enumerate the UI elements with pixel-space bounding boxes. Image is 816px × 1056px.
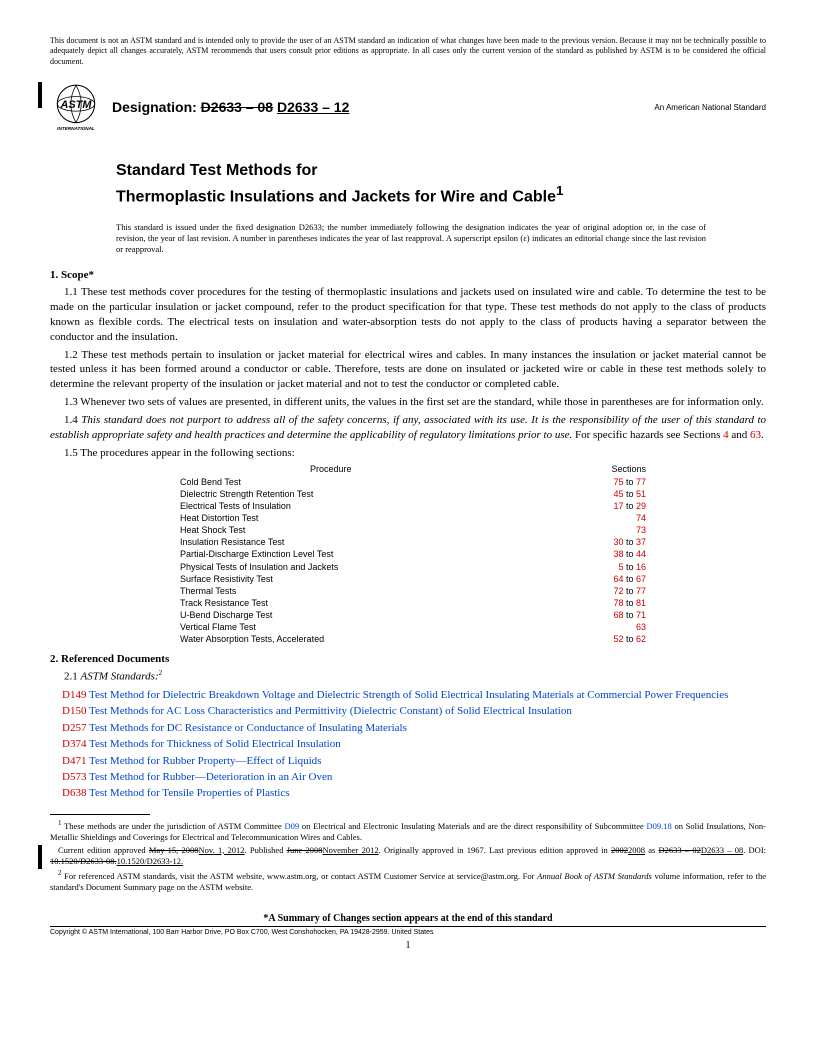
procedure-name: Dielectric Strength Retention Test xyxy=(180,488,313,500)
designation-text: Designation: D2633 – 08 D2633 – 12 xyxy=(112,99,654,115)
svg-text:INTERNATIONAL: INTERNATIONAL xyxy=(57,126,95,131)
astm-logo-icon: ASTM INTERNATIONAL xyxy=(50,81,102,133)
reference-line: D374 Test Methods for Thickness of Solid… xyxy=(90,737,766,752)
para-1-3: 1.3 Whenever two sets of values are pres… xyxy=(50,395,766,410)
procedures-table: Procedure Sections Cold Bend Test 75 to 7… xyxy=(180,464,646,646)
procedure-name: Track Resistance Test xyxy=(180,597,268,609)
procedure-sections: 30 to 37 xyxy=(613,536,646,548)
procedure-sections: 73 xyxy=(636,524,646,536)
procedure-sections: 74 xyxy=(636,512,646,524)
procedure-row: Physical Tests of Insulation and Jackets… xyxy=(180,561,646,573)
procedure-name: Cold Bend Test xyxy=(180,476,241,488)
procedure-row: Water Absorption Tests, Accelerated 52 to… xyxy=(180,633,646,645)
reference-line: D471 Test Method for Rubber Property—Eff… xyxy=(90,754,766,769)
scope-heading: 1. Scope* xyxy=(50,269,766,281)
final-rule xyxy=(50,926,766,927)
procedure-name: U-Bend Discharge Test xyxy=(180,609,272,621)
procedure-name: Vertical Flame Test xyxy=(180,621,256,633)
procedure-sections: 17 to 29 xyxy=(613,500,646,512)
change-bar-icon xyxy=(38,82,42,108)
procedure-row: Surface Resistivity Test 64 to 67 xyxy=(180,573,646,585)
para-1-2: 1.2 These test methods pertain to insula… xyxy=(50,348,766,393)
procedure-name: Physical Tests of Insulation and Jackets xyxy=(180,561,338,573)
copyright-text: Copyright © ASTM International, 100 Barr… xyxy=(50,929,766,936)
procedure-row: Heat Shock Test 73 xyxy=(180,524,646,536)
page-number: 1 xyxy=(50,940,766,951)
procedure-sections: 38 to 44 xyxy=(613,548,646,560)
procedure-name: Heat Shock Test xyxy=(180,524,245,536)
header-row: ASTM INTERNATIONAL Designation: D2633 – … xyxy=(50,81,766,133)
procedure-name: Water Absorption Tests, Accelerated xyxy=(180,633,324,645)
para-1-5: 1.5 The procedures appear in the followi… xyxy=(50,446,766,461)
summary-changes-note: *A Summary of Changes section appears at… xyxy=(50,913,766,924)
procedure-sections: 5 to 16 xyxy=(618,561,646,573)
title-block: Standard Test Methods for Thermoplastic … xyxy=(116,161,766,208)
procedure-sections: 68 to 71 xyxy=(613,609,646,621)
procedure-sections: 75 to 77 xyxy=(613,476,646,488)
procedure-row: Electrical Tests of Insulation 17 to 29 xyxy=(180,500,646,512)
procedure-name: Insulation Resistance Test xyxy=(180,536,284,548)
procedure-row: Heat Distortion Test 74 xyxy=(180,512,646,524)
subtitle-text: An American National Standard xyxy=(654,103,766,112)
reference-line: D638 Test Method for Tensile Properties … xyxy=(90,786,766,801)
procedure-row: Dielectric Strength Retention Test 45 to … xyxy=(180,488,646,500)
proc-header-procedure: Procedure xyxy=(310,464,352,474)
procedure-sections: 72 to 77 xyxy=(613,585,646,597)
footnote-1: 1 These methods are under the jurisdicti… xyxy=(50,819,766,843)
procedure-sections: 45 to 51 xyxy=(613,488,646,500)
procedure-row: Thermal Tests 72 to 77 xyxy=(180,585,646,597)
svg-text:ASTM: ASTM xyxy=(60,99,93,111)
procedure-row: Insulation Resistance Test 30 to 37 xyxy=(180,536,646,548)
procedure-row: Cold Bend Test 75 to 77 xyxy=(180,476,646,488)
para-1-1: 1.1 These test methods cover procedures … xyxy=(50,285,766,344)
proc-header-sections: Sections xyxy=(611,464,646,474)
procedure-name: Electrical Tests of Insulation xyxy=(180,500,291,512)
footnote-2: 2 For referenced ASTM standards, visit t… xyxy=(50,869,766,893)
reference-line: D257 Test Methods for DC Resistance or C… xyxy=(90,721,766,736)
title-line1: Standard Test Methods for xyxy=(116,161,766,182)
para-1-4: 1.4 This standard does not purport to ad… xyxy=(50,413,766,443)
footnote-1b: Current edition approved May 15, 2008Nov… xyxy=(50,845,766,867)
procedure-name: Thermal Tests xyxy=(180,585,236,597)
change-bar-2-icon xyxy=(38,845,42,869)
procedure-sections: 52 to 62 xyxy=(613,633,646,645)
procedure-name: Heat Distortion Test xyxy=(180,512,258,524)
issuance-note: This standard is issued under the fixed … xyxy=(116,222,766,255)
procedure-sections: 63 xyxy=(636,621,646,633)
procedure-row: Vertical Flame Test 63 xyxy=(180,621,646,633)
disclaimer-text: This document is not an ASTM standard an… xyxy=(50,36,766,67)
title-line2: Thermoplastic Insulations and Jackets fo… xyxy=(116,182,766,208)
reference-line: D573 Test Method for Rubber—Deterioratio… xyxy=(90,770,766,785)
procedure-name: Surface Resistivity Test xyxy=(180,573,273,585)
procedure-sections: 78 to 81 xyxy=(613,597,646,609)
procedure-row: Track Resistance Test 78 to 81 xyxy=(180,597,646,609)
procedure-name: Partial-Discharge Extinction Level Test xyxy=(180,548,333,560)
reference-line: D149 Test Method for Dielectric Breakdow… xyxy=(90,688,766,703)
procedure-row: U-Bend Discharge Test 68 to 71 xyxy=(180,609,646,621)
procedure-sections: 64 to 67 xyxy=(613,573,646,585)
referenced-heading: 2. Referenced Documents xyxy=(50,653,766,665)
procedure-row: Partial-Discharge Extinction Level Test 3… xyxy=(180,548,646,560)
reference-line: D150 Test Methods for AC Loss Characteri… xyxy=(90,704,766,719)
ref-sub: 2.1 ASTM Standards:2 xyxy=(50,669,766,685)
footnote-rule xyxy=(50,814,150,815)
